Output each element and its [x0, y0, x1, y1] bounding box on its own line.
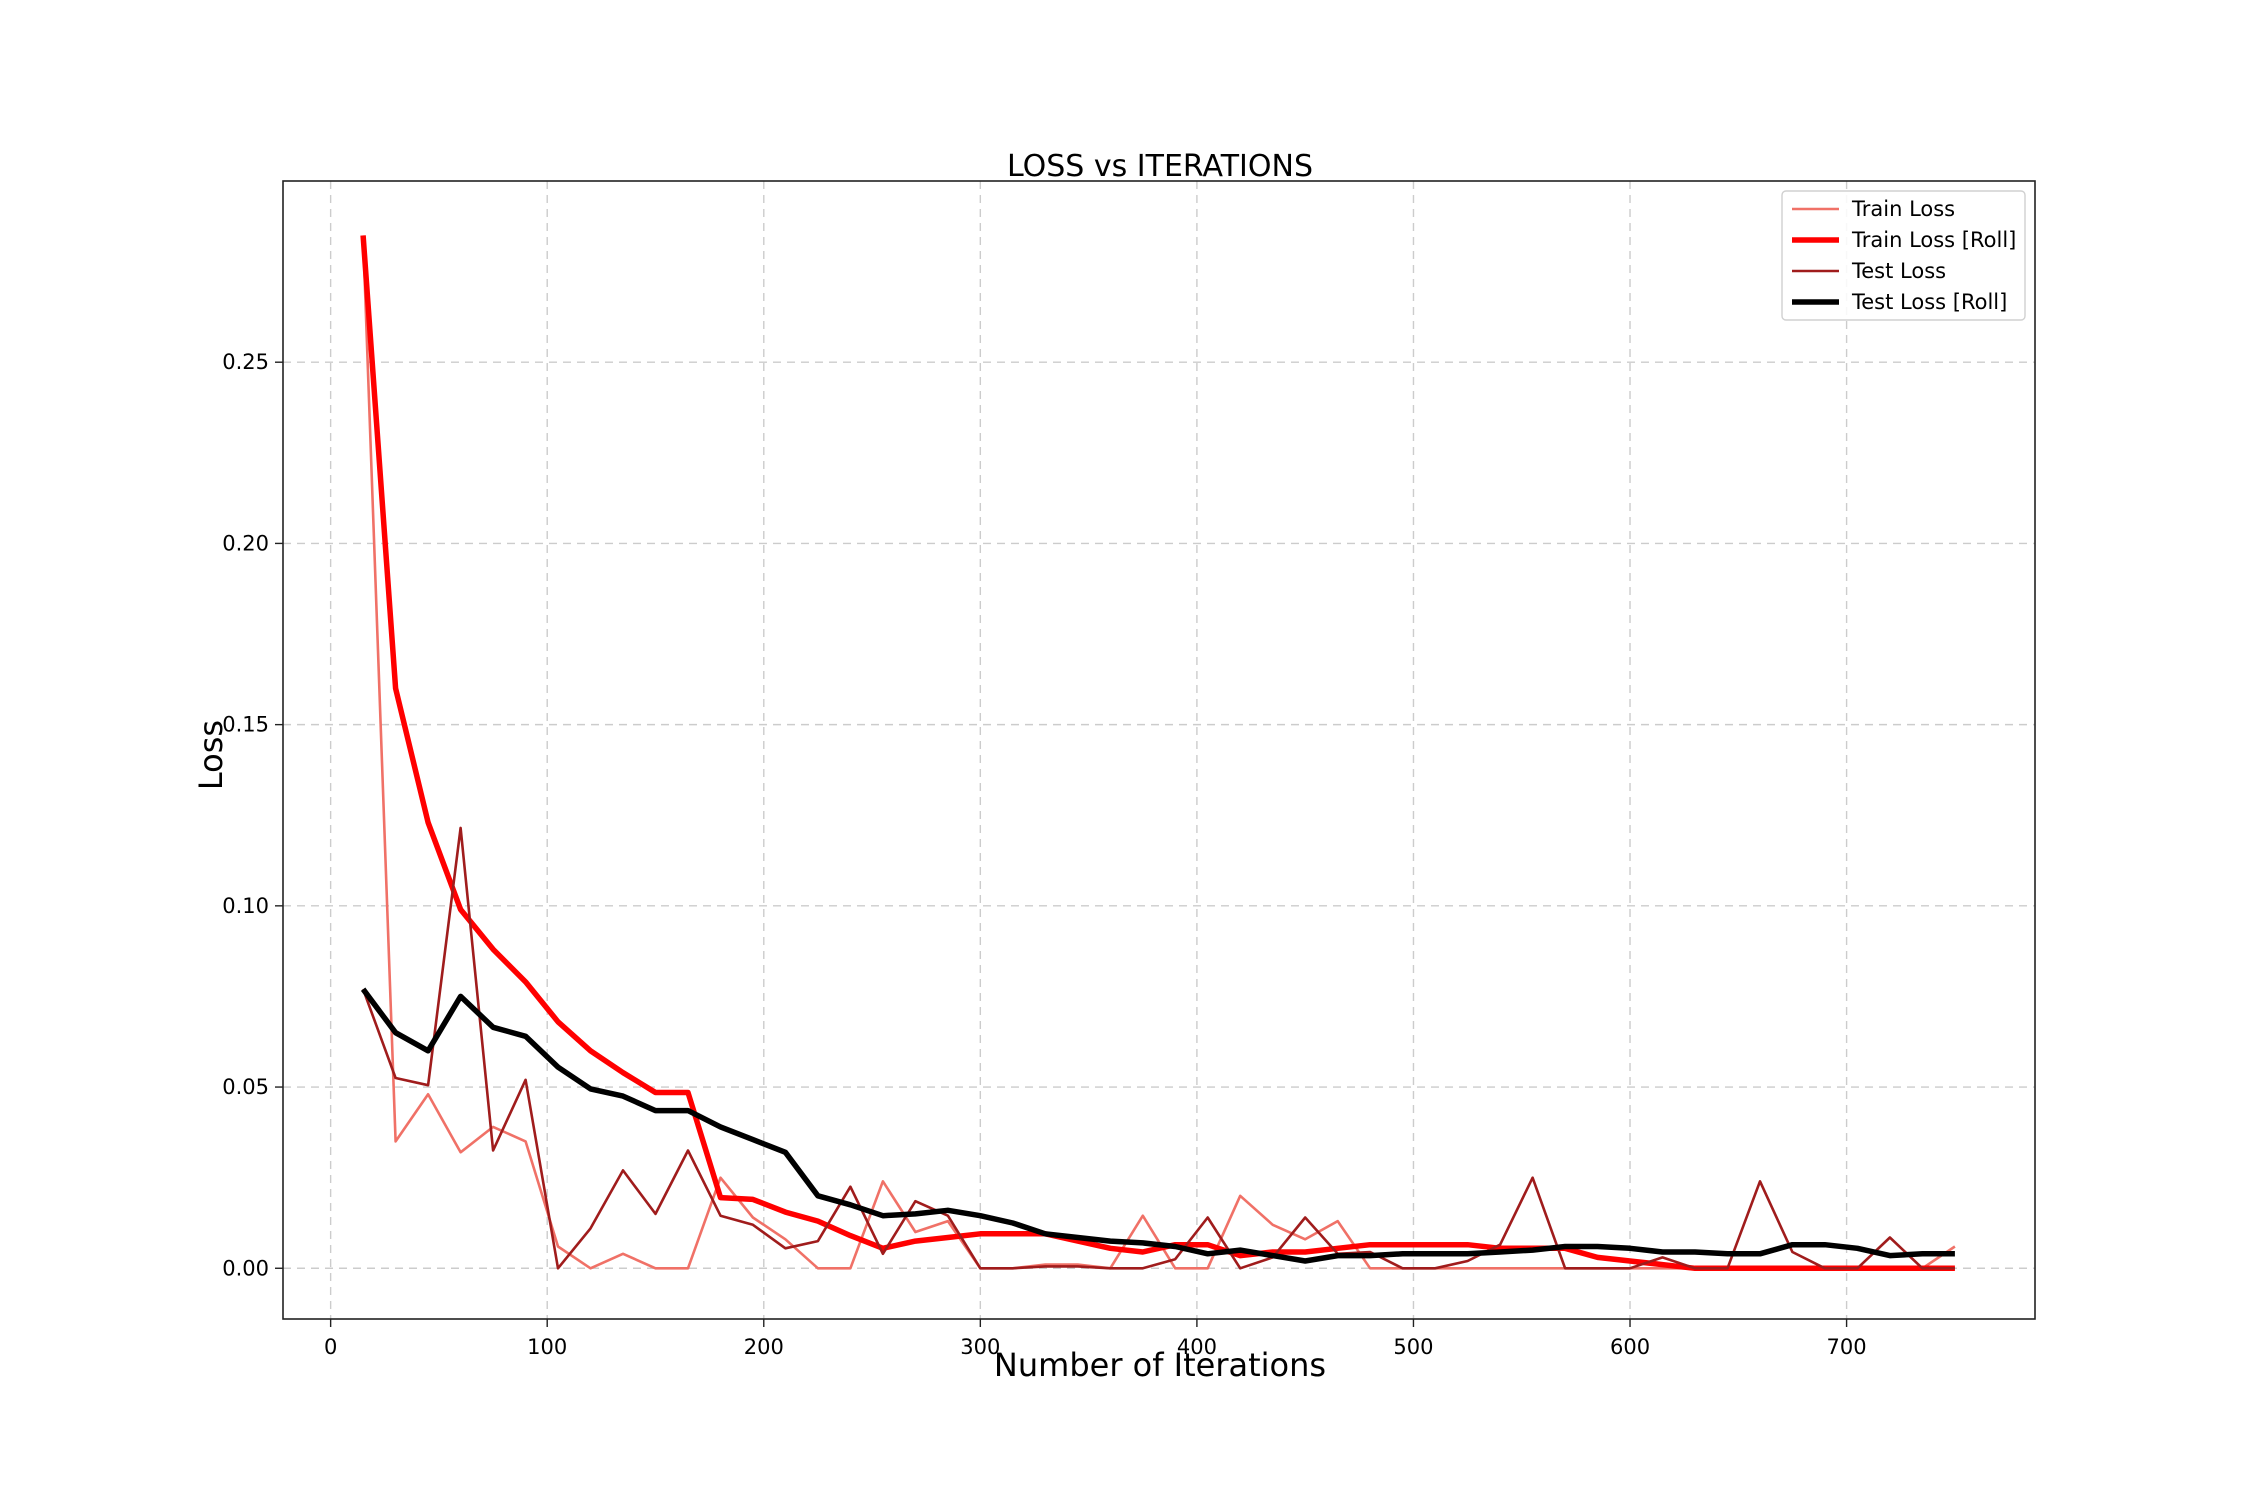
y-tick-label: 0.10 — [222, 894, 269, 918]
x-tick-label: 500 — [1393, 1335, 1433, 1359]
y-tick-label: 0.15 — [222, 713, 269, 737]
x-tick-label: 700 — [1827, 1335, 1867, 1359]
plot-frame — [282, 180, 2036, 1320]
series-line-test-loss-roll — [360, 987, 1955, 1264]
y-tick-label: 0.20 — [222, 531, 269, 555]
legend-label-test-loss-roll: Test Loss [Roll] — [1851, 290, 2007, 314]
legend-label-train-loss: Train Loss — [1851, 197, 1955, 221]
series-line-test-loss — [361, 826, 1955, 1270]
x-tick-label: 600 — [1610, 1335, 1650, 1359]
x-tick-label: 400 — [1177, 1335, 1217, 1359]
x-tick-label: 200 — [744, 1335, 784, 1359]
y-axis-label: Loss — [192, 720, 230, 790]
x-tick-label: 300 — [960, 1335, 1000, 1359]
legend-label-test-loss: Test Loss — [1851, 259, 1946, 283]
legend: Train Loss Train Loss [Roll] Test Loss Test… — [1781, 190, 2026, 321]
chart-title: LOSS vs ITERATIONS — [1007, 149, 1313, 184]
y-tick-label: 0.05 — [222, 1075, 269, 1099]
series-lines — [360, 235, 1956, 1272]
x-tick-label: 0 — [324, 1335, 337, 1359]
legend-box — [1781, 190, 2026, 321]
axis-ticks: 0 100 200 300 400 500 600 700 0.00 0.05 0.10 0.15 0.… — [222, 350, 1866, 1359]
y-tick-label: 0.00 — [222, 1256, 269, 1280]
legend-label-train-loss-roll: Train Loss [Roll] — [1851, 228, 2016, 252]
y-tick-label: 0.25 — [222, 350, 269, 374]
x-axis-label: Number of Iterations — [994, 1346, 1326, 1384]
x-tick-label: 100 — [527, 1335, 567, 1359]
